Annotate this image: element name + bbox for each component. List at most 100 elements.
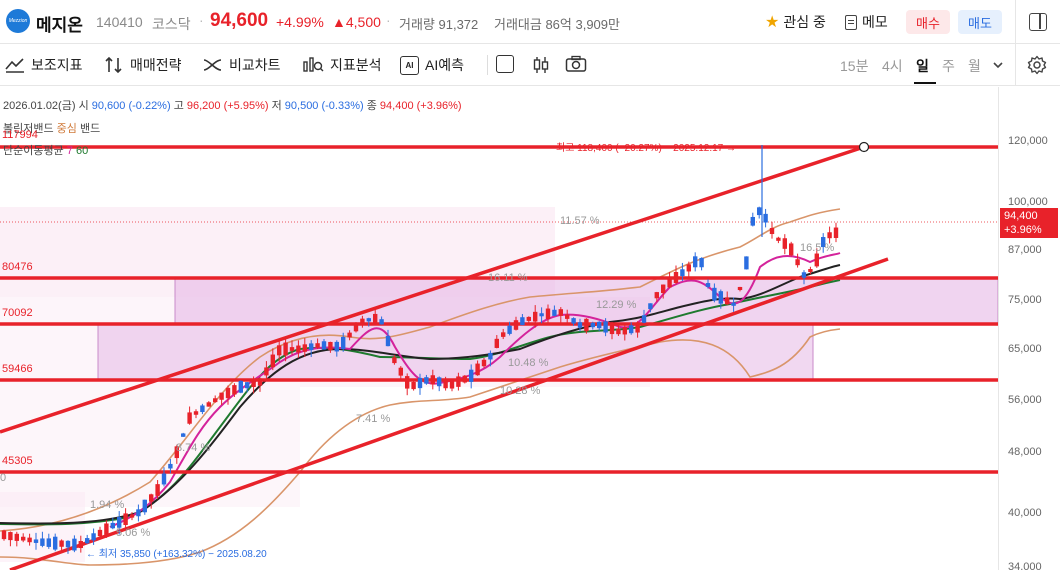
bollinger-legend[interactable]: 볼린저밴드 중심 밴드 bbox=[3, 120, 100, 136]
candle-body bbox=[680, 269, 685, 277]
candle-body bbox=[577, 322, 583, 328]
y-tick: 120,000 bbox=[1008, 135, 1048, 147]
buy-button[interactable]: 매수 bbox=[906, 10, 950, 34]
candle-body bbox=[565, 314, 570, 319]
candle-body bbox=[545, 308, 551, 320]
candle-body bbox=[392, 357, 397, 364]
price-chart[interactable]: 2026.01.02(금) 시 90,600 (-0.22%) 고 96,200… bbox=[0, 87, 1060, 570]
candle-body bbox=[776, 237, 781, 241]
candle-body bbox=[750, 216, 755, 226]
chart-canvas[interactable] bbox=[0, 87, 1060, 570]
draw-box-button[interactable] bbox=[496, 55, 514, 73]
pct-annotation: 1.94 % bbox=[90, 499, 125, 511]
candle-body bbox=[833, 227, 839, 239]
strategy-button[interactable]: 매매전략 bbox=[104, 55, 182, 75]
bollinger-center-label: 중심 bbox=[56, 123, 77, 135]
candle-body bbox=[373, 313, 378, 323]
timeframe-month[interactable]: 월 bbox=[968, 58, 981, 74]
ma-period-short: 7 bbox=[66, 145, 73, 157]
candle-body bbox=[334, 341, 339, 352]
chart-toolbar: 보조지표 매매전략 비교차트 지표분석 AI AI예측 bbox=[0, 44, 1060, 86]
chevron-down-icon[interactable] bbox=[992, 60, 1004, 70]
candle-body bbox=[181, 433, 186, 437]
candle-body bbox=[65, 540, 71, 548]
trend-handle[interactable] bbox=[858, 141, 870, 153]
candle-body bbox=[437, 377, 442, 387]
candle-body bbox=[789, 243, 794, 256]
ohlc-high: 96,200 (+5.95%) bbox=[186, 100, 269, 112]
candle-body bbox=[251, 380, 256, 387]
separator-dot: · bbox=[199, 12, 204, 28]
memo-button[interactable]: 메모 bbox=[845, 12, 888, 32]
y-axis-divider bbox=[998, 87, 999, 570]
candle-body bbox=[53, 536, 58, 550]
close-label: 종 bbox=[366, 100, 377, 112]
candle-body bbox=[46, 538, 51, 547]
timeframe-4h[interactable]: 4시 bbox=[882, 58, 903, 74]
ohlc-open: 90,600 (-0.22%) bbox=[91, 100, 171, 112]
analysis-button[interactable]: 지표분석 bbox=[302, 55, 382, 75]
pct-annotation: 10.28 % bbox=[500, 385, 541, 397]
timeframe-day[interactable]: 일 bbox=[916, 58, 929, 74]
level-label-117994: 117994 bbox=[2, 129, 38, 141]
square-icon bbox=[496, 55, 514, 73]
candle-body bbox=[539, 313, 544, 317]
memo-label: 메모 bbox=[862, 14, 888, 30]
trend-channel-lower[interactable] bbox=[9, 257, 889, 570]
candle-body bbox=[129, 514, 135, 518]
candle-body bbox=[33, 539, 39, 543]
candle-body bbox=[353, 322, 359, 332]
candle-body bbox=[193, 411, 199, 415]
stock-name: 메지온 bbox=[36, 16, 83, 35]
candle-body bbox=[769, 227, 775, 235]
timeframe-week[interactable]: 주 bbox=[942, 58, 955, 74]
trend-channel-upper[interactable] bbox=[0, 145, 865, 434]
y-tick: 75,000 bbox=[1008, 294, 1042, 306]
candle-body bbox=[782, 238, 787, 249]
candle-body bbox=[245, 382, 250, 389]
indicator-icon bbox=[5, 58, 24, 73]
candle-body bbox=[264, 367, 269, 376]
bollinger-lower-line bbox=[0, 328, 841, 566]
ma-legend[interactable]: 단순이동평균 7 60 bbox=[3, 142, 88, 158]
bollinger-suffix-label: 밴드 bbox=[79, 123, 101, 135]
candle-body bbox=[731, 302, 736, 306]
side-panel-icon[interactable] bbox=[1029, 13, 1047, 31]
pct-annotation: 12.29 % bbox=[596, 299, 637, 311]
pct-annotation: 16.11 % bbox=[488, 272, 528, 284]
indicator-button[interactable]: 보조지표 bbox=[5, 55, 83, 75]
ohlc-date: 2026.01.02(금) bbox=[3, 100, 76, 112]
star-icon: ★ bbox=[765, 14, 780, 31]
candle-body bbox=[104, 523, 109, 535]
gear-icon[interactable] bbox=[1027, 55, 1047, 75]
ai-forecast-button[interactable]: AI AI예측 bbox=[400, 55, 464, 75]
candle-body bbox=[449, 379, 455, 389]
candle-body bbox=[597, 321, 602, 329]
compare-chart-button[interactable]: 비교차트 bbox=[203, 55, 281, 75]
toolbar-right-divider bbox=[1015, 44, 1016, 86]
pct-annotation: 16.5 % bbox=[800, 242, 835, 254]
candle-body bbox=[117, 517, 122, 528]
candle-type-button[interactable] bbox=[531, 55, 551, 75]
change-percent: +4.99% bbox=[276, 14, 324, 30]
candle-body bbox=[309, 343, 314, 351]
timeframe-15min[interactable]: 15분 bbox=[840, 58, 869, 74]
analysis-icon bbox=[303, 57, 324, 72]
candle-body bbox=[558, 309, 563, 316]
candle-body bbox=[200, 405, 205, 413]
candle-body bbox=[718, 291, 723, 304]
sell-button[interactable]: 매도 bbox=[958, 10, 1002, 34]
screenshot-button[interactable] bbox=[565, 55, 587, 73]
candle-body bbox=[635, 322, 640, 333]
candle-body bbox=[347, 332, 352, 338]
candle-body bbox=[85, 538, 90, 544]
watchlist-button[interactable]: ★ 관심 중 bbox=[765, 12, 826, 32]
candle-body bbox=[168, 463, 173, 469]
candle-body bbox=[661, 284, 666, 294]
ma-label: 단순이동평균 bbox=[3, 145, 64, 157]
candle-body bbox=[443, 379, 448, 389]
candle-body bbox=[302, 344, 307, 352]
price-box-lower[interactable] bbox=[97, 323, 814, 381]
candle-body bbox=[763, 213, 768, 223]
candle-body bbox=[1, 530, 7, 540]
